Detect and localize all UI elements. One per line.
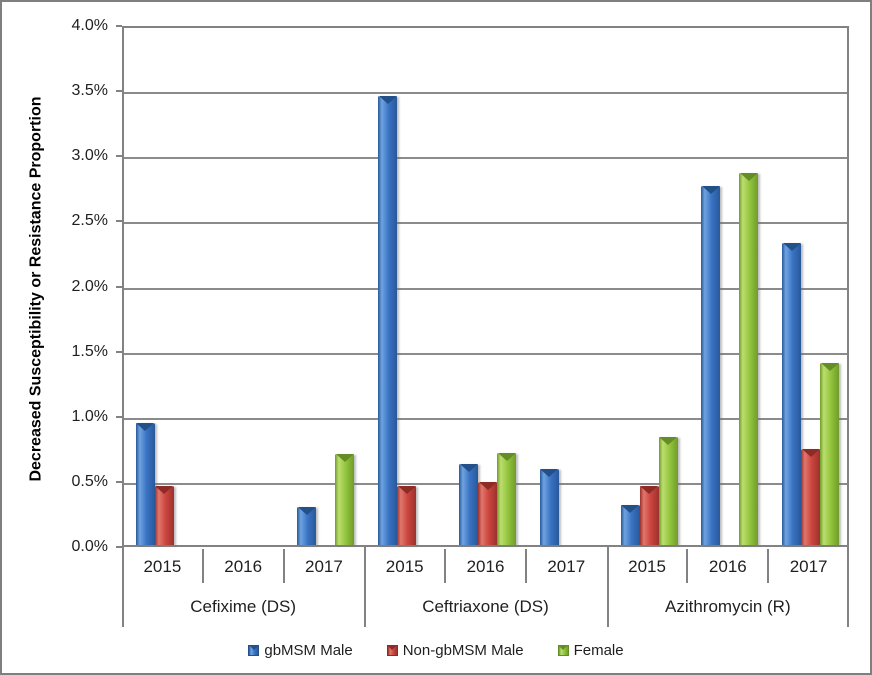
gridline <box>124 157 847 160</box>
group-label: Cefixime (DS) <box>190 597 297 616</box>
y-tick-label: 3.0% <box>71 147 108 165</box>
y-tick-label: 2.5% <box>71 212 108 230</box>
bar-non-gbmsm-male-2015 <box>154 486 174 545</box>
year-label: 2017 <box>547 557 586 576</box>
year-label: 2017 <box>305 557 343 576</box>
y-tick-mark <box>116 415 122 418</box>
bar-top-notch <box>540 469 559 478</box>
bar-top-notch <box>378 95 397 104</box>
bar-gbmsm-male-2015 <box>135 422 155 545</box>
legend-swatch-notch <box>388 645 397 650</box>
bar-gbmsm-male-2017 <box>782 242 802 545</box>
year-label: 2016 <box>466 557 505 576</box>
y-tick-mark <box>116 285 122 288</box>
y-tick-mark <box>116 546 122 548</box>
bar-female-2016 <box>739 172 759 545</box>
legend-label: gbMSM Male <box>264 641 353 659</box>
y-tick-mark <box>116 25 122 27</box>
gridline <box>124 222 847 225</box>
bar-top-notch <box>739 172 758 181</box>
y-tick-label: 1.5% <box>71 342 108 360</box>
y-tick-mark <box>116 90 122 93</box>
legend-label: Female <box>573 641 624 659</box>
bar-gbmsm-male-2017 <box>297 507 317 545</box>
year-label: 2016 <box>708 557 747 576</box>
legend-item-female: Female <box>557 641 624 659</box>
y-tick-label: 4.0% <box>71 17 108 34</box>
gridline <box>124 352 847 355</box>
bar-top-notch <box>801 448 820 457</box>
bar-female-2015 <box>658 436 678 545</box>
y-tick-label: 3.5% <box>71 82 108 100</box>
bar-top-notch <box>659 436 678 445</box>
bar-non-gbmsm-male-2016 <box>478 482 497 545</box>
y-tick-mark <box>116 480 122 483</box>
bar-gbmsm-male-2017 <box>539 469 559 545</box>
group-label: Azithromycin (R) <box>665 597 791 616</box>
year-divider-line <box>201 549 204 583</box>
year-label: 2017 <box>789 557 828 576</box>
year-label: 2015 <box>385 557 424 576</box>
gridline <box>124 92 847 95</box>
bar-gbmsm-male-2015 <box>620 504 640 545</box>
bar-non-gbmsm-male-2015 <box>397 486 417 545</box>
y-tick-mark <box>116 220 122 223</box>
bar-non-gbmsm-male-2017 <box>801 448 821 545</box>
bar-non-gbmsm-male-2015 <box>639 486 659 545</box>
year-divider-line <box>767 549 770 583</box>
group-label: Ceftriaxone (DS) <box>422 597 549 616</box>
legend-label: Non-gbMSM Male <box>402 641 524 659</box>
year-label: 2015 <box>143 557 182 576</box>
y-tick-label: 0.5% <box>71 472 108 490</box>
legend-item-non-gbmsm-male: Non-gbMSM Male <box>386 641 524 659</box>
plot-area <box>122 26 849 547</box>
legend-swatch-notch <box>249 645 258 650</box>
legend-swatch-icon <box>557 644 569 656</box>
gridline <box>124 417 847 420</box>
y-tick-label: 0.0% <box>71 538 108 555</box>
bar-top-notch <box>621 504 640 513</box>
legend: gbMSM Male Non-gbMSM Male Female <box>2 639 870 661</box>
y-tick-mark <box>116 350 122 353</box>
y-axis-title: Decreased Susceptibility or Resistance P… <box>27 96 45 482</box>
bar-top-notch <box>136 422 155 431</box>
year-divider-line <box>524 549 527 583</box>
group-boundary-line <box>606 547 609 627</box>
bar-gbmsm-male-2015 <box>378 95 398 545</box>
y-tick-mark <box>116 155 122 158</box>
year-divider-line <box>686 549 689 583</box>
year-divider-line <box>444 549 447 583</box>
bar-top-notch <box>820 362 839 371</box>
bar-top-notch <box>640 486 659 495</box>
bar-female-2016 <box>497 452 516 545</box>
group-boundary-line <box>847 547 849 627</box>
bar-top-notch <box>155 486 174 495</box>
bar-top-notch <box>782 242 801 251</box>
year-label: 2016 <box>224 557 263 576</box>
bar-top-notch <box>478 482 497 491</box>
bar-top-notch <box>701 185 720 194</box>
bar-top-notch <box>459 464 478 473</box>
gridline <box>124 287 847 290</box>
legend-swatch-icon <box>386 644 398 656</box>
bar-gbmsm-male-2016 <box>701 185 721 545</box>
bar-top-notch <box>397 486 416 495</box>
bar-top-notch <box>297 507 316 516</box>
year-label: 2015 <box>628 557 666 576</box>
legend-item-gbmsm-male: gbMSM Male <box>248 641 353 659</box>
group-boundary-line <box>122 547 124 627</box>
group-boundary-line <box>364 547 367 627</box>
bar-gbmsm-male-2016 <box>459 464 478 545</box>
y-tick-label: 2.0% <box>71 277 108 295</box>
bar-female-2017 <box>820 362 840 545</box>
legend-swatch-notch <box>559 645 568 650</box>
year-divider-line <box>282 549 285 583</box>
bar-female-2017 <box>335 453 355 545</box>
bar-top-notch <box>335 453 354 462</box>
bar-top-notch <box>497 452 516 461</box>
legend-swatch-icon <box>248 644 260 656</box>
y-tick-label: 1.0% <box>71 407 108 425</box>
